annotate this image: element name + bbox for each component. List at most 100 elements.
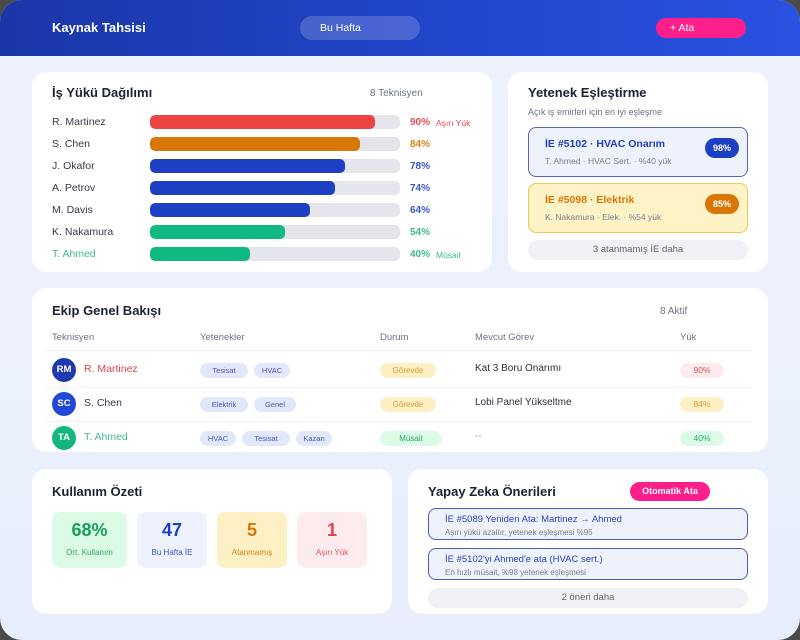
row-divider xyxy=(46,387,752,388)
skill-tag: Genel xyxy=(254,397,296,412)
technician-name: R. Martinez xyxy=(52,116,106,128)
workload-row: R. Martinez 90% Aşırı Yük xyxy=(52,114,482,130)
workload-bar-fill xyxy=(150,137,360,151)
assign-button[interactable]: + Ata xyxy=(656,18,746,38)
column-header-technician: Teknisyen xyxy=(52,332,95,343)
load-badge: 40% xyxy=(680,431,724,446)
header-bar: Kaynak Tahsisi Bu Hafta + Ata xyxy=(0,0,800,56)
match-detail: T. Ahmed · HVAC Sert. · %40 yük xyxy=(545,156,672,166)
avatar: TA xyxy=(52,426,76,450)
workload-bar-track xyxy=(150,115,400,129)
technician-name: R. Martinez xyxy=(84,363,138,375)
more-suggestions-button[interactable]: 2 öneri daha xyxy=(428,588,748,608)
suggestion-detail: En hızlı müsait, %98 yetenek eşleşmesi xyxy=(445,568,586,577)
match-card[interactable]: İE #5102 · HVAC Onarım T. Ahmed · HVAC S… xyxy=(528,127,748,177)
technician-name: J. Okafor xyxy=(52,160,95,172)
match-title: İE #5102 · HVAC Onarım xyxy=(545,138,666,150)
ai-title: Yapay Zeka Önerileri xyxy=(428,484,556,499)
workload-percent: 54% xyxy=(410,227,431,238)
workload-row: M. Davis 64% xyxy=(52,202,482,218)
team-active-count: 8 Aktif xyxy=(660,306,688,317)
skill-tag: HVAC xyxy=(254,363,290,378)
technician-name: T. Ahmed xyxy=(52,248,96,260)
workload-bar-fill xyxy=(150,159,345,173)
workload-bar-fill xyxy=(150,115,375,129)
stat-label: Aşırı Yük xyxy=(315,548,349,557)
workload-percent: 84% xyxy=(410,139,431,150)
workload-status-tag: Müsait xyxy=(436,250,462,260)
match-detail: K. Nakamura · Elek. · %54 yük xyxy=(545,212,662,222)
technician-name: M. Davis xyxy=(52,204,93,216)
summary-title: Kullanım Özeti xyxy=(52,484,143,499)
suggestion-title: İE #5089 Yeniden Ata: Martinez → Ahmed xyxy=(445,514,622,525)
match-card[interactable]: İE #5098 · Elektrik K. Nakamura · Elek. … xyxy=(528,183,748,233)
workload-row: J. Okafor 78% xyxy=(52,158,482,174)
stat-label: Atanmamış xyxy=(231,548,273,557)
workload-count: 8 Teknisyen xyxy=(370,88,423,99)
workload-row: T. Ahmed 40% Müsait xyxy=(52,246,482,262)
workload-row: A. Petrov 74% xyxy=(52,180,482,196)
stat-label: Bu Hafta İE xyxy=(151,548,193,557)
column-header-status: Durum xyxy=(380,332,409,343)
status-badge: Görevde xyxy=(380,397,436,412)
workload-bar-fill xyxy=(150,203,310,217)
technician-name: K. Nakamura xyxy=(52,226,114,238)
workload-bar-fill xyxy=(150,181,335,195)
workload-bar-track xyxy=(150,159,400,173)
period-selector[interactable]: Bu Hafta xyxy=(300,16,420,40)
suggestion-title: İE #5102'yi Ahmed'e ata (HVAC sert.) xyxy=(445,554,603,565)
table-row[interactable]: SC S. Chen Elektrik Genel Görevde Lobi P… xyxy=(52,392,752,416)
match-title: İE #5098 · Elektrik xyxy=(545,194,635,206)
technician-name: S. Chen xyxy=(52,138,90,150)
workload-status-tag: Aşırı Yük xyxy=(436,118,471,128)
technician-name: S. Chen xyxy=(84,397,122,409)
match-score-badge: 98% xyxy=(705,138,739,158)
workload-bar-fill xyxy=(150,225,285,239)
workload-percent: 64% xyxy=(410,205,431,216)
stat-avg-utilization: 68% Ort. Kullanım xyxy=(52,512,127,568)
row-divider xyxy=(46,421,752,422)
stat-value: 47 xyxy=(161,520,183,540)
skill-match-title: Yetenek Eşleştirme xyxy=(528,85,647,100)
workload-percent: 40% xyxy=(410,249,431,260)
workload-bar-fill xyxy=(150,247,250,261)
ai-suggestion[interactable]: İE #5089 Yeniden Ata: Martinez → Ahmed A… xyxy=(428,508,748,540)
skill-tag: Kazan xyxy=(296,431,332,446)
load-badge: 90% xyxy=(680,363,724,378)
workload-row: S. Chen 84% xyxy=(52,136,482,152)
avatar: SC xyxy=(52,392,76,416)
stat-label: Ort. Kullanım xyxy=(66,548,113,557)
skill-match-subtitle: Açık iş emirleri için en iyi eşleşme xyxy=(528,107,663,117)
stat-unassigned: 5 Atanmamış xyxy=(217,512,287,568)
suggestion-detail: Aşırı yükü azaltır, yetenek eşleşmesi %9… xyxy=(445,528,593,537)
stat-value: 5 xyxy=(246,520,257,540)
auto-assign-button[interactable]: Otomatik Ata xyxy=(630,482,710,501)
current-task: Lobi Panel Yükseltme xyxy=(475,397,572,408)
status-badge: Müsait xyxy=(380,431,442,446)
workload-bar-track xyxy=(150,181,400,195)
stat-value: 68% xyxy=(71,520,108,540)
table-row[interactable]: TA T. Ahmed HVAC Tesisat Kazan Müsait --… xyxy=(52,426,752,450)
workload-title: İş Yükü Dağılımı xyxy=(52,85,153,100)
skill-tag: HVAC xyxy=(200,431,236,446)
match-score-badge: 85% xyxy=(705,194,739,214)
current-task: Kat 3 Boru Onarımı xyxy=(475,363,562,374)
app-title: Kaynak Tahsisi xyxy=(52,20,146,35)
table-row[interactable]: RM R. Martinez Tesisat HVAC Görevde Kat … xyxy=(52,358,752,382)
more-unassigned-button[interactable]: 3 atanmamış İE daha xyxy=(528,240,748,260)
column-header-skills: Yetenekler xyxy=(200,332,245,343)
avatar: RM xyxy=(52,358,76,382)
stat-weekly-work-orders: 47 Bu Hafta İE xyxy=(137,512,207,568)
current-task: -- xyxy=(475,431,482,442)
workload-percent: 74% xyxy=(410,183,431,194)
column-header-load: Yük xyxy=(680,332,697,343)
row-divider xyxy=(46,350,752,351)
skill-tag: Tesisat xyxy=(242,431,290,446)
technician-name: A. Petrov xyxy=(52,182,96,194)
ai-suggestion[interactable]: İE #5102'yi Ahmed'e ata (HVAC sert.) En … xyxy=(428,548,748,580)
column-header-current-task: Mevcut Görev xyxy=(475,332,535,343)
team-title: Ekip Genel Bakışı xyxy=(52,303,162,318)
stat-overloaded: 1 Aşırı Yük xyxy=(297,512,367,568)
workload-bar-track xyxy=(150,203,400,217)
